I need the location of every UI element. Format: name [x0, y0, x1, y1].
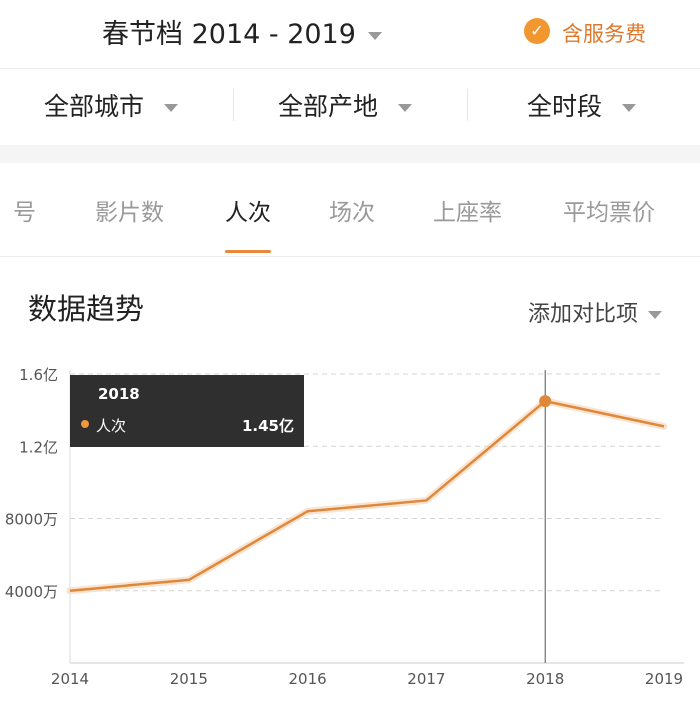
chevron-down-icon	[367, 31, 382, 40]
series-dot-icon	[81, 420, 89, 428]
x-tick-label: 2014	[51, 670, 89, 688]
section-gap	[0, 145, 700, 163]
highlight-point	[539, 395, 552, 408]
tab-avg-price[interactable]: 平均票价	[563, 200, 655, 226]
tab-occupancy[interactable]: 上座率	[433, 200, 502, 226]
chevron-down-icon	[648, 311, 663, 319]
filter-city[interactable]: 全部城市	[44, 87, 179, 123]
filter-origin[interactable]: 全部产地	[278, 87, 413, 123]
season-label: 春节档 2014 - 2019	[102, 19, 356, 50]
x-tick-label: 2017	[407, 670, 445, 688]
filter-time-label: 全时段	[527, 92, 603, 121]
y-tick-label: 8000万	[5, 511, 58, 529]
filter-divider	[467, 89, 468, 121]
filter-bar: 全部城市 全部产地 全时段	[0, 69, 700, 145]
add-compare-label: 添加对比项	[528, 302, 639, 327]
x-tick-label: 2015	[170, 670, 208, 688]
tooltip-series-label: 人次	[96, 417, 127, 435]
tab-screenings[interactable]: 场次	[329, 200, 375, 226]
x-tick-label: 2019	[645, 670, 683, 688]
check-icon: ✓	[524, 18, 550, 44]
active-tab-indicator	[225, 250, 271, 253]
chevron-down-icon	[622, 104, 637, 112]
tab-partial[interactable]: 号	[13, 200, 36, 226]
service-fee-label: 含服务费	[562, 22, 646, 46]
top-header: 春节档 2014 - 2019 ✓ 含服务费	[0, 0, 700, 69]
y-tick-label: 1.2亿	[19, 438, 58, 456]
tooltip-year: 2018	[98, 385, 140, 403]
y-tick-label: 1.6亿	[19, 366, 58, 384]
chevron-down-icon	[398, 104, 413, 112]
add-compare-button[interactable]: 添加对比项	[528, 296, 663, 328]
filter-origin-label: 全部产地	[278, 92, 379, 121]
metric-tabs: 号 影片数 人次 场次 上座率 平均票价	[0, 163, 700, 257]
tab-film-count[interactable]: 影片数	[95, 200, 164, 226]
chevron-down-icon	[164, 104, 179, 112]
filter-city-label: 全部城市	[44, 92, 145, 121]
season-selector[interactable]: 春节档 2014 - 2019	[102, 12, 382, 51]
filter-time[interactable]: 全时段	[527, 87, 637, 123]
chart-tooltip: 2018 人次 1.45亿	[70, 375, 304, 447]
y-tick-label: 4000万	[5, 583, 58, 601]
section-title: 数据趋势	[28, 292, 145, 326]
x-tick-label: 2018	[526, 670, 564, 688]
tab-admissions[interactable]: 人次	[225, 200, 271, 226]
filter-divider	[233, 89, 234, 121]
series-line	[69, 399, 665, 592]
x-tick-label: 2016	[289, 670, 327, 688]
tooltip-value: 1.45亿	[241, 417, 294, 435]
